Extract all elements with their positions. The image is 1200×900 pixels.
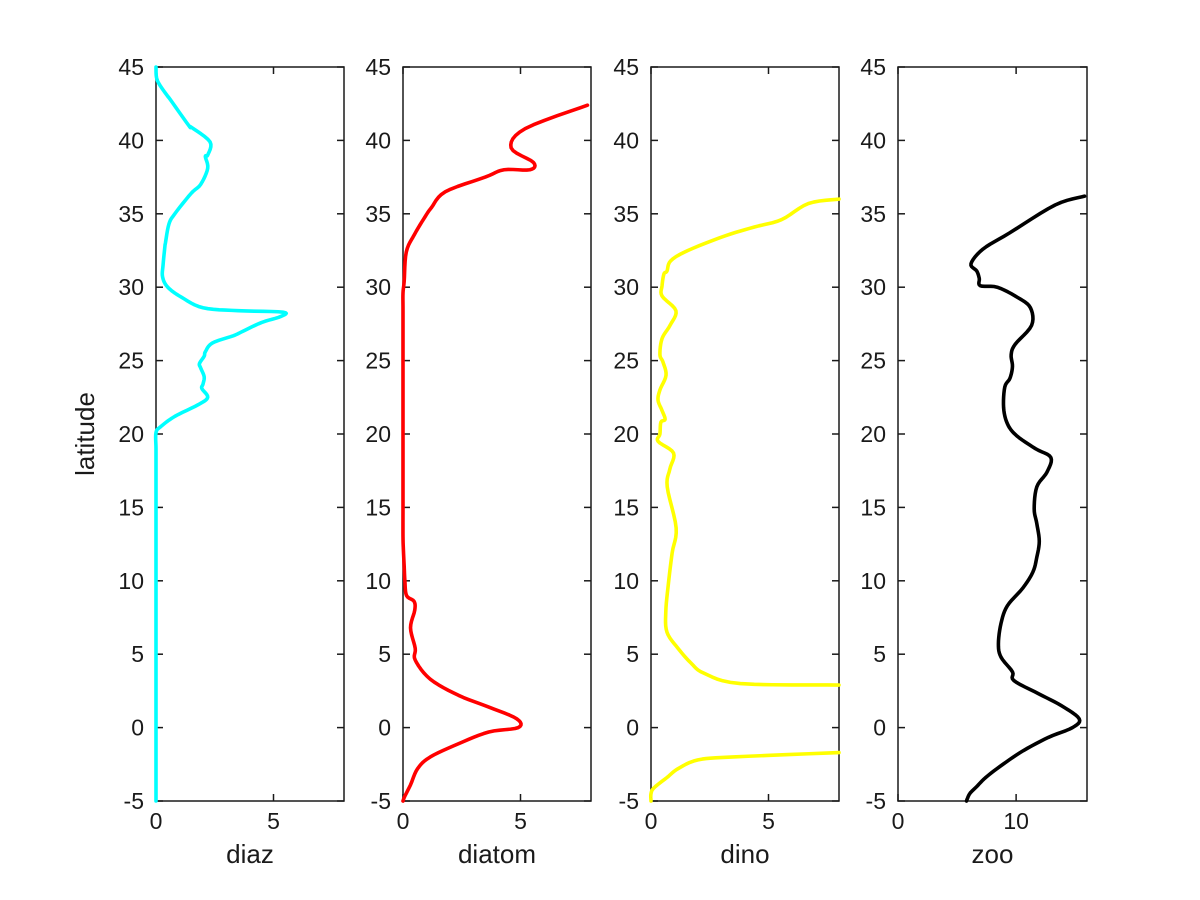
svg-text:35: 35: [118, 201, 144, 227]
svg-text:40: 40: [118, 127, 144, 153]
svg-text:0: 0: [626, 715, 639, 741]
svg-text:5: 5: [267, 808, 280, 834]
svg-text:25: 25: [118, 348, 144, 374]
svg-text:diaz: diaz: [226, 839, 274, 869]
svg-text:20: 20: [860, 421, 886, 447]
svg-text:dino: dino: [720, 839, 769, 869]
svg-text:0: 0: [873, 715, 886, 741]
svg-text:25: 25: [860, 348, 886, 374]
svg-text:10: 10: [365, 568, 391, 594]
svg-text:15: 15: [365, 494, 391, 520]
svg-text:5: 5: [626, 641, 639, 667]
svg-text:10: 10: [118, 568, 144, 594]
svg-text:40: 40: [860, 127, 886, 153]
svg-text:25: 25: [365, 348, 391, 374]
svg-text:20: 20: [118, 421, 144, 447]
svg-text:-5: -5: [124, 788, 144, 814]
svg-text:5: 5: [131, 641, 144, 667]
svg-text:5: 5: [514, 808, 527, 834]
svg-text:40: 40: [365, 127, 391, 153]
svg-text:0: 0: [378, 715, 391, 741]
svg-text:30: 30: [365, 274, 391, 300]
svg-text:35: 35: [613, 201, 639, 227]
svg-text:zoo: zoo: [972, 839, 1014, 869]
svg-text:10: 10: [613, 568, 639, 594]
svg-text:10: 10: [1003, 808, 1029, 834]
svg-text:30: 30: [613, 274, 639, 300]
svg-text:-5: -5: [371, 788, 391, 814]
svg-text:5: 5: [378, 641, 391, 667]
svg-text:15: 15: [613, 494, 639, 520]
svg-text:5: 5: [762, 808, 775, 834]
svg-text:45: 45: [613, 54, 639, 80]
svg-text:45: 45: [365, 54, 391, 80]
svg-text:30: 30: [860, 274, 886, 300]
svg-text:20: 20: [613, 421, 639, 447]
svg-text:0: 0: [150, 808, 163, 834]
svg-text:35: 35: [365, 201, 391, 227]
svg-text:35: 35: [860, 201, 886, 227]
svg-text:30: 30: [118, 274, 144, 300]
svg-text:5: 5: [873, 641, 886, 667]
svg-text:0: 0: [645, 808, 658, 834]
svg-text:20: 20: [365, 421, 391, 447]
svg-text:-5: -5: [866, 788, 886, 814]
svg-text:40: 40: [613, 127, 639, 153]
svg-text:0: 0: [397, 808, 410, 834]
svg-text:15: 15: [860, 494, 886, 520]
svg-text:-5: -5: [619, 788, 639, 814]
svg-text:0: 0: [131, 715, 144, 741]
svg-text:45: 45: [860, 54, 886, 80]
svg-text:latitude: latitude: [70, 392, 100, 476]
svg-text:diatom: diatom: [458, 839, 536, 869]
svg-text:0: 0: [892, 808, 905, 834]
svg-text:25: 25: [613, 348, 639, 374]
svg-text:15: 15: [118, 494, 144, 520]
svg-text:45: 45: [118, 54, 144, 80]
svg-text:10: 10: [860, 568, 886, 594]
